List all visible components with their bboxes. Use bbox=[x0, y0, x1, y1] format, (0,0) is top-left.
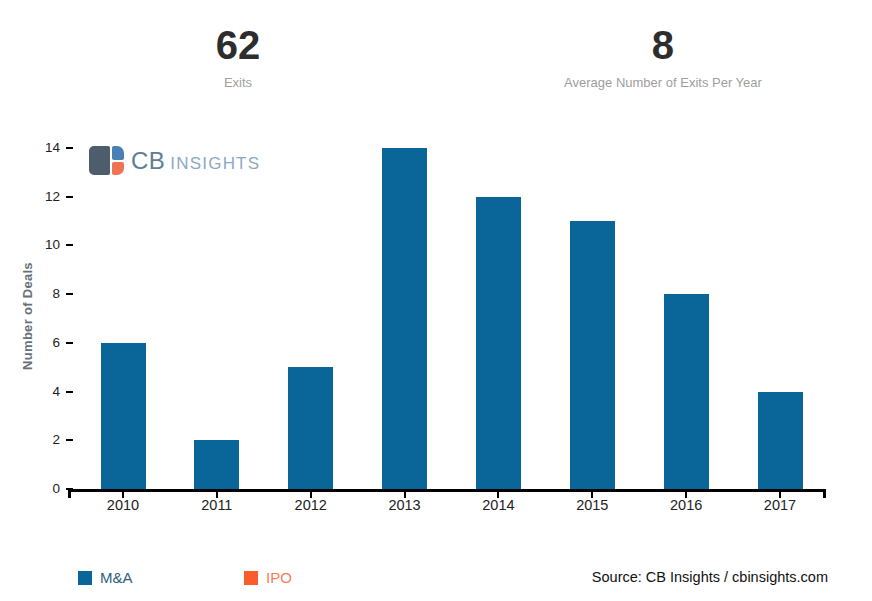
x-tick-label: 2011 bbox=[187, 497, 247, 513]
y-tick-label: 6 bbox=[0, 335, 60, 350]
bar-ma-2016[interactable] bbox=[664, 294, 709, 489]
y-tick-label: 2 bbox=[0, 432, 60, 447]
x-tick-label: 2017 bbox=[750, 497, 810, 513]
legend-label-ma: M&A bbox=[100, 569, 133, 586]
legend-item-ipo[interactable]: IPO bbox=[244, 569, 292, 586]
y-tick-mark bbox=[66, 196, 73, 198]
y-tick-mark bbox=[66, 391, 73, 393]
legend-label-ipo: IPO bbox=[266, 569, 292, 586]
chart-page: 62 Exits 8 Average Number of Exits Per Y… bbox=[0, 0, 872, 601]
legend-swatch-ipo bbox=[244, 571, 258, 585]
y-tick-mark bbox=[66, 342, 73, 344]
legend-swatch-ma bbox=[78, 571, 92, 585]
x-tick-label: 2012 bbox=[281, 497, 341, 513]
y-tick-mark bbox=[66, 244, 73, 246]
y-tick-label: 14 bbox=[0, 140, 60, 155]
x-tick-label: 2015 bbox=[562, 497, 622, 513]
bar-ma-2013[interactable] bbox=[382, 148, 427, 489]
y-tick-label: 4 bbox=[0, 384, 60, 399]
y-tick-label: 0 bbox=[0, 481, 60, 496]
plot-area: 0 2 4 6 8 10 12 14 2010 2011 2012 2013 2014 2015 2016 2… bbox=[0, 0, 872, 601]
y-tick-mark bbox=[66, 293, 73, 295]
x-tick-label: 2013 bbox=[375, 497, 435, 513]
y-tick-mark bbox=[66, 439, 73, 441]
bar-ma-2010[interactable] bbox=[101, 343, 146, 489]
y-tick-label: 12 bbox=[0, 189, 60, 204]
y-tick-label: 10 bbox=[0, 237, 60, 252]
x-axis-line bbox=[68, 489, 826, 492]
legend-item-ma[interactable]: M&A bbox=[78, 569, 133, 586]
bar-ma-2014[interactable] bbox=[476, 197, 521, 489]
y-tick-label: 8 bbox=[0, 286, 60, 301]
bar-ma-2017[interactable] bbox=[758, 392, 803, 489]
x-tick-label: 2010 bbox=[93, 497, 153, 513]
bar-ma-2011[interactable] bbox=[194, 440, 239, 489]
x-tick-label: 2014 bbox=[468, 497, 528, 513]
x-tick-label: 2016 bbox=[656, 497, 716, 513]
source-attribution: Source: CB Insights / cbinsights.com bbox=[592, 569, 828, 585]
bar-ma-2015[interactable] bbox=[570, 221, 615, 489]
bar-ma-2012[interactable] bbox=[288, 367, 333, 489]
y-tick-mark bbox=[66, 147, 73, 149]
